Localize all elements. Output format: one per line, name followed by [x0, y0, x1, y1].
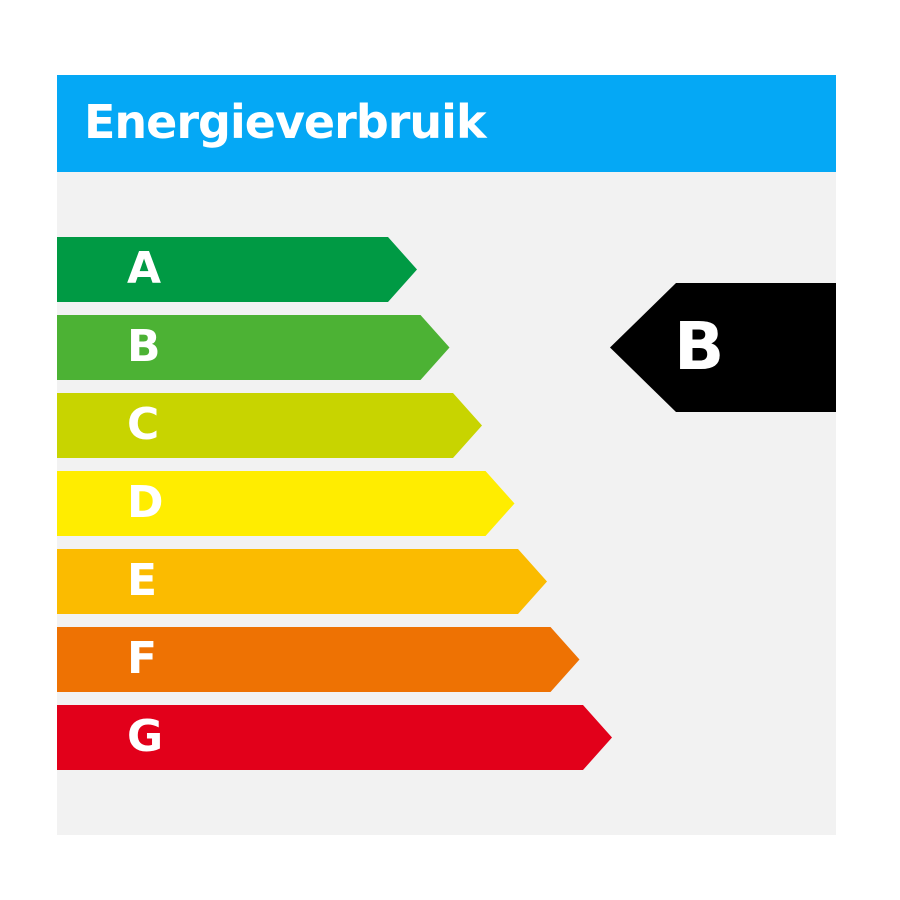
- energy-class-label: G: [127, 711, 164, 762]
- energy-class-label: F: [127, 633, 158, 684]
- energy-class-bar-g: G: [57, 705, 612, 770]
- rating-label: B: [674, 308, 725, 385]
- energy-class-label: A: [127, 243, 162, 294]
- title: Energieverbruik: [84, 95, 487, 149]
- energy-class-bar-e: E: [57, 549, 547, 614]
- energy-class-bar-f: F: [57, 627, 580, 692]
- rating-indicator: B: [610, 283, 836, 412]
- energy-class-label: D: [127, 477, 164, 528]
- energy-class-label: E: [127, 555, 158, 606]
- energy-class-bar-d: D: [57, 471, 515, 536]
- energy-class-bar-a: A: [57, 237, 417, 302]
- energy-class-bar-b: B: [57, 315, 450, 380]
- energy-class-label: B: [127, 321, 161, 372]
- energy-class-label: C: [127, 399, 160, 450]
- energy-class-bar-c: C: [57, 393, 482, 458]
- header: Energieverbruik: [57, 75, 836, 172]
